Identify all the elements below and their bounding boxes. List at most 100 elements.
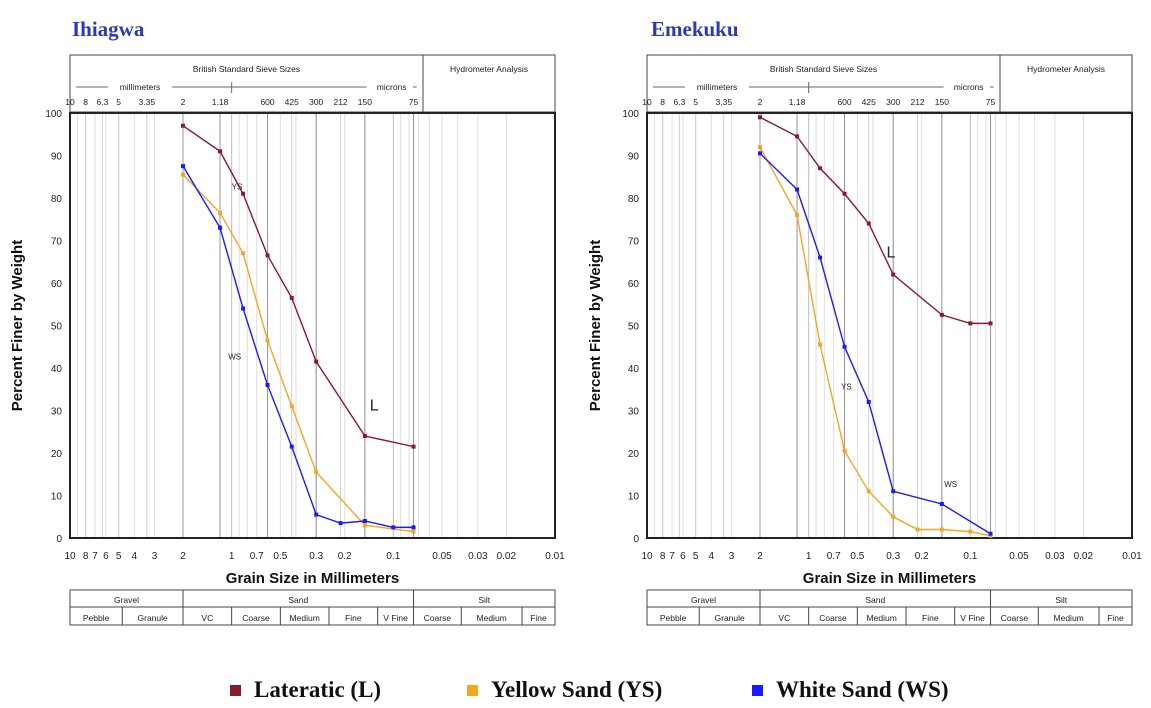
soil-sub-label: Fine bbox=[530, 613, 547, 623]
chart-panel-2: Emekuku British Standard Sieve Sizes Hydro… bbox=[587, 17, 1142, 626]
y-tick-label: 30 bbox=[51, 407, 63, 418]
data-point bbox=[338, 521, 343, 526]
x-tick-label: 10 bbox=[64, 551, 76, 562]
sieve-tick-label: 1.18 bbox=[212, 97, 229, 107]
data-point bbox=[362, 434, 367, 438]
soil-group-label: Sand bbox=[865, 595, 885, 605]
data-point bbox=[891, 272, 896, 277]
y-tick-label: 0 bbox=[633, 534, 639, 545]
sieve-tick-label: 425 bbox=[862, 97, 876, 107]
soil-sub-label: Pebble bbox=[660, 613, 687, 623]
microns-label: microns bbox=[377, 82, 407, 92]
soil-sub-label: Coarse bbox=[1001, 613, 1029, 623]
data-point bbox=[842, 191, 847, 196]
x-tick-label: 0.7 bbox=[827, 551, 841, 562]
series-line-l bbox=[759, 116, 991, 325]
x-tick-label: 0.03 bbox=[1045, 551, 1065, 562]
data-point bbox=[362, 523, 367, 528]
data-point bbox=[241, 191, 246, 196]
millimeters-label: millimeters bbox=[120, 82, 161, 92]
sieve-tick-label: 10 bbox=[642, 97, 652, 107]
data-point bbox=[866, 221, 871, 226]
data-point bbox=[411, 444, 416, 449]
series-tag-ys: YS bbox=[841, 382, 852, 391]
x-tick-label: 0.05 bbox=[1009, 551, 1029, 562]
data-point bbox=[988, 531, 993, 536]
x-axis-label: Grain Size in Millimeters bbox=[226, 570, 399, 587]
soil-sub-label: Medium bbox=[867, 613, 897, 623]
soil-sub-label: V Fine bbox=[960, 613, 985, 623]
data-point bbox=[218, 225, 223, 230]
sieve-tick-label: 3.35 bbox=[716, 97, 733, 107]
data-point bbox=[241, 251, 246, 256]
y-tick-label: 100 bbox=[45, 109, 62, 120]
x-tick-label: 8 bbox=[660, 551, 666, 562]
microns-label: microns bbox=[954, 82, 984, 92]
data-point bbox=[915, 527, 920, 532]
data-point bbox=[265, 338, 270, 343]
soil-group-label: Silt bbox=[1055, 595, 1067, 605]
data-point bbox=[758, 115, 763, 120]
y-tick-label: 0 bbox=[56, 534, 62, 545]
x-axis-label: Grain Size in Millimeters bbox=[803, 570, 976, 587]
y-tick-label: 70 bbox=[51, 237, 63, 248]
x-tick-label: 0.2 bbox=[915, 551, 929, 562]
y-tick-label: 20 bbox=[628, 449, 640, 460]
data-point bbox=[241, 306, 246, 311]
data-point bbox=[988, 533, 993, 538]
x-tick-label: 8 bbox=[83, 551, 89, 562]
x-tick-label: 0.03 bbox=[468, 551, 488, 562]
chart-panel-1: Ihiagwa British Standard Sieve Sizes Hydro… bbox=[9, 17, 565, 626]
soil-sub-label: Medium bbox=[1054, 613, 1084, 623]
soil-sub-label: Granule bbox=[715, 613, 746, 623]
soil-sub-label: V Fine bbox=[383, 613, 408, 623]
y-tick-label: 10 bbox=[628, 492, 640, 503]
chart-title: Emekuku bbox=[651, 17, 739, 41]
y-tick-label: 80 bbox=[51, 194, 63, 205]
x-tick-label: 0.02 bbox=[497, 551, 517, 562]
data-point bbox=[314, 470, 319, 475]
sieve-tick-label: 600 bbox=[837, 97, 851, 107]
data-point bbox=[289, 295, 294, 300]
soil-group-label: Silt bbox=[478, 595, 490, 605]
x-tick-label: 5 bbox=[116, 551, 122, 562]
x-tick-label: 0.01 bbox=[545, 551, 565, 562]
y-tick-label: 30 bbox=[628, 407, 640, 418]
y-tick-label: 40 bbox=[628, 364, 640, 375]
y-tick-label: 10 bbox=[51, 492, 63, 503]
y-tick-label: 50 bbox=[628, 322, 640, 333]
soil-sub-label: Coarse bbox=[242, 613, 270, 623]
data-point bbox=[968, 321, 973, 326]
data-point bbox=[181, 172, 186, 177]
x-tick-label: 7 bbox=[669, 551, 675, 562]
sieve-tick-label: 3.35 bbox=[139, 97, 156, 107]
data-point bbox=[866, 400, 871, 404]
sieve-tick-label: 10 bbox=[65, 97, 75, 107]
plot-frame bbox=[69, 112, 556, 539]
data-point bbox=[939, 502, 944, 506]
data-point bbox=[866, 489, 871, 494]
series-line-ws bbox=[182, 165, 414, 529]
legend-swatch bbox=[467, 685, 478, 696]
data-point bbox=[411, 529, 416, 534]
data-point bbox=[218, 149, 223, 154]
soil-sub-label: Coarse bbox=[424, 613, 452, 623]
y-axis-label: Percent Finer by Weight bbox=[9, 240, 26, 411]
soil-sub-label: Fine bbox=[1107, 613, 1124, 623]
data-point bbox=[795, 134, 800, 139]
x-tick-label: 0.02 bbox=[1074, 551, 1094, 562]
data-point bbox=[842, 448, 847, 453]
sieve-tick-label: 1.18 bbox=[789, 97, 806, 107]
series-line-ws bbox=[759, 152, 991, 535]
sieve-tick-label: 6.3 bbox=[97, 97, 109, 107]
data-point bbox=[795, 187, 800, 192]
sieve-tick-label: 5 bbox=[116, 97, 121, 107]
x-tick-label: 0.3 bbox=[886, 551, 900, 562]
grid bbox=[69, 113, 556, 538]
legend-label: Lateratic (L) bbox=[254, 677, 381, 702]
chart-title: Ihiagwa bbox=[72, 17, 145, 41]
soil-group-label: Gravel bbox=[691, 595, 716, 605]
data-point bbox=[795, 213, 800, 217]
data-point bbox=[181, 123, 186, 128]
x-tick-label: 6 bbox=[680, 551, 686, 562]
